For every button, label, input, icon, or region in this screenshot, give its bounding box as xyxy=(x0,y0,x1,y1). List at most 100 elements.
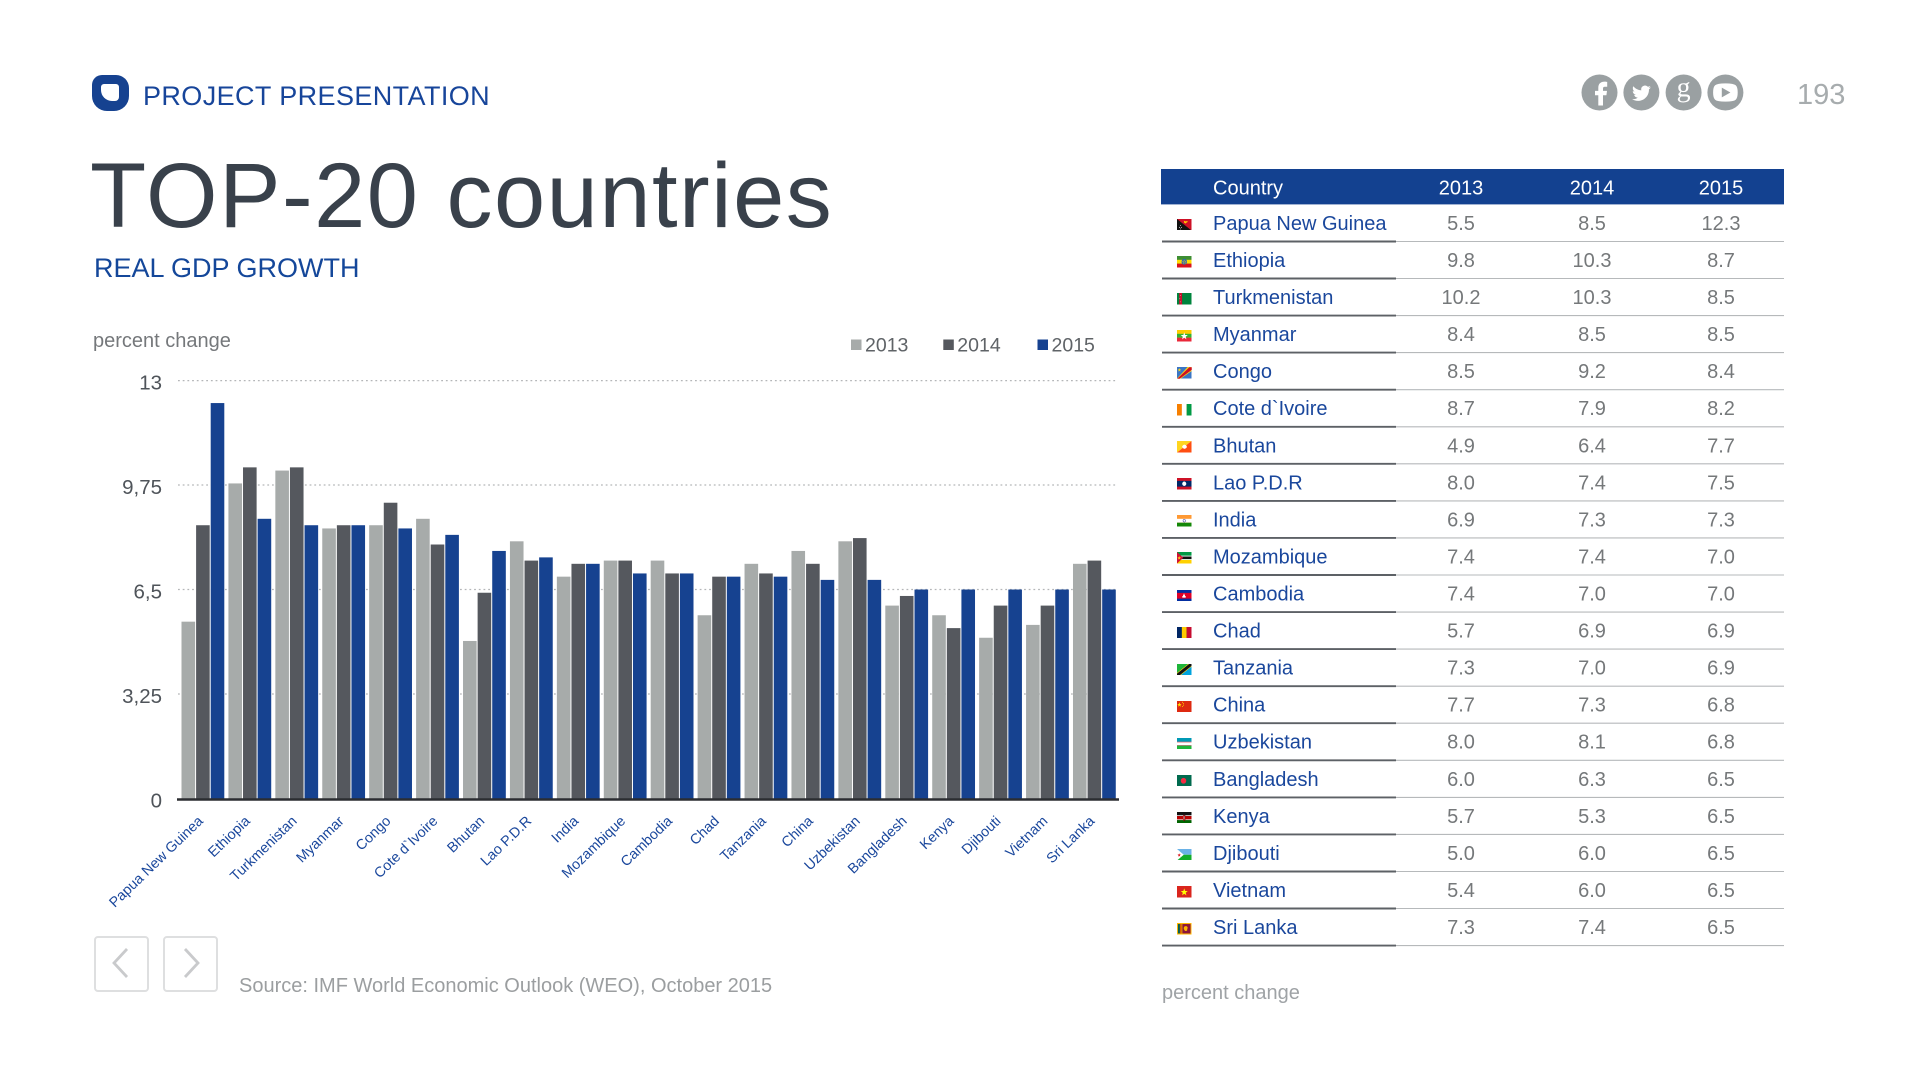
svg-text:6.0: 6.0 xyxy=(1578,880,1606,902)
svg-text:8.1: 8.1 xyxy=(1578,732,1606,754)
svg-text:Country: Country xyxy=(1213,178,1283,200)
svg-text:Bangladesh: Bangladesh xyxy=(1213,769,1319,791)
svg-text:7.0: 7.0 xyxy=(1578,658,1606,680)
svg-text:7.0: 7.0 xyxy=(1578,584,1606,606)
svg-text:6.0: 6.0 xyxy=(1578,843,1606,865)
svg-text:8.0: 8.0 xyxy=(1447,732,1475,754)
svg-text:China: China xyxy=(779,813,817,850)
svg-text:0: 0 xyxy=(151,790,162,813)
svg-text:Sri Lanka: Sri Lanka xyxy=(1213,917,1298,939)
svg-text:4.9: 4.9 xyxy=(1447,435,1475,457)
svg-text:13: 13 xyxy=(139,372,162,395)
svg-text:8.4: 8.4 xyxy=(1447,324,1475,346)
svg-text:5.0: 5.0 xyxy=(1447,843,1475,865)
svg-text:10.2: 10.2 xyxy=(1442,287,1481,309)
svg-text:Sri Lanka: Sri Lanka xyxy=(1044,813,1099,866)
svg-text:2015: 2015 xyxy=(1052,335,1096,357)
svg-text:5.7: 5.7 xyxy=(1447,806,1475,828)
svg-text:5.3: 5.3 xyxy=(1578,806,1606,828)
svg-text:7.4: 7.4 xyxy=(1578,917,1606,939)
svg-text:Papua New Guinea: Papua New Guinea xyxy=(1213,213,1387,235)
svg-text:6.9: 6.9 xyxy=(1447,509,1475,531)
svg-text:7.3: 7.3 xyxy=(1447,658,1475,680)
svg-text:8.5: 8.5 xyxy=(1447,361,1475,383)
svg-text:10.3: 10.3 xyxy=(1573,287,1612,309)
svg-text:Uzbekistan: Uzbekistan xyxy=(1213,732,1312,754)
svg-text:Source: IMF World Economic Out: Source: IMF World Economic Outlook (WEO)… xyxy=(239,975,772,997)
svg-text:7.3: 7.3 xyxy=(1707,509,1735,531)
svg-text:Chad: Chad xyxy=(687,813,723,848)
svg-text:9.2: 9.2 xyxy=(1578,361,1606,383)
svg-text:7.7: 7.7 xyxy=(1707,435,1735,457)
svg-text:Chad: Chad xyxy=(1213,621,1261,643)
svg-text:7.5: 7.5 xyxy=(1707,472,1735,494)
svg-text:7.4: 7.4 xyxy=(1578,546,1606,568)
svg-text:6.9: 6.9 xyxy=(1578,621,1606,643)
svg-text:7.3: 7.3 xyxy=(1578,695,1606,717)
svg-text:Cambodia: Cambodia xyxy=(618,813,676,870)
svg-text:Cambodia: Cambodia xyxy=(1213,584,1305,606)
svg-text:6.5: 6.5 xyxy=(1707,806,1735,828)
svg-text:8.2: 8.2 xyxy=(1707,398,1735,420)
svg-text:8.5: 8.5 xyxy=(1578,324,1606,346)
svg-text:10.3: 10.3 xyxy=(1573,250,1612,272)
svg-text:8.5: 8.5 xyxy=(1578,213,1606,235)
svg-text:7.0: 7.0 xyxy=(1707,584,1735,606)
svg-text:8.5: 8.5 xyxy=(1707,287,1735,309)
svg-text:3,25: 3,25 xyxy=(122,685,162,708)
svg-text:2014: 2014 xyxy=(1570,178,1615,200)
svg-text:6.9: 6.9 xyxy=(1707,658,1735,680)
svg-text:Lao P.D.R: Lao P.D.R xyxy=(478,813,535,869)
svg-text:Djibouti: Djibouti xyxy=(1213,843,1280,865)
svg-text:6,5: 6,5 xyxy=(134,581,163,604)
svg-text:Mozambique: Mozambique xyxy=(1213,546,1328,568)
svg-text:9.8: 9.8 xyxy=(1447,250,1475,272)
svg-text:7.4: 7.4 xyxy=(1447,546,1475,568)
svg-text:India: India xyxy=(1213,509,1257,531)
svg-text:12.3: 12.3 xyxy=(1702,213,1741,235)
svg-text:6.5: 6.5 xyxy=(1707,880,1735,902)
svg-text:Turkmenistan: Turkmenistan xyxy=(1213,287,1333,309)
svg-text:8.5: 8.5 xyxy=(1707,324,1735,346)
svg-text:Djibouti: Djibouti xyxy=(959,813,1004,858)
svg-text:5.5: 5.5 xyxy=(1447,213,1475,235)
svg-text:6.3: 6.3 xyxy=(1578,769,1606,791)
svg-text:Ethiopia: Ethiopia xyxy=(1213,250,1286,272)
svg-text:6.5: 6.5 xyxy=(1707,843,1735,865)
svg-text:2013: 2013 xyxy=(1439,178,1484,200)
svg-text:2015: 2015 xyxy=(1699,178,1744,200)
svg-text:8.0: 8.0 xyxy=(1447,472,1475,494)
svg-text:Papua New Guinea: Papua New Guinea xyxy=(106,813,206,911)
svg-text:China: China xyxy=(1213,695,1266,717)
svg-text:Bhutan: Bhutan xyxy=(1213,435,1276,457)
svg-text:2013: 2013 xyxy=(865,335,908,357)
svg-text:Congo: Congo xyxy=(353,813,394,854)
svg-text:7.3: 7.3 xyxy=(1578,509,1606,531)
svg-text:6.4: 6.4 xyxy=(1578,435,1606,457)
svg-text:6.8: 6.8 xyxy=(1707,695,1735,717)
svg-text:Myanmar: Myanmar xyxy=(1213,324,1297,346)
svg-text:Kenya: Kenya xyxy=(1213,806,1271,828)
svg-text:percent change: percent change xyxy=(93,330,231,352)
svg-text:6.0: 6.0 xyxy=(1447,769,1475,791)
svg-text:9,75: 9,75 xyxy=(122,476,162,499)
svg-text:7.0: 7.0 xyxy=(1707,546,1735,568)
svg-text:7.9: 7.9 xyxy=(1578,398,1606,420)
svg-text:2014: 2014 xyxy=(957,335,1001,357)
svg-text:8.7: 8.7 xyxy=(1447,398,1475,420)
svg-text:India: India xyxy=(549,813,582,846)
svg-text:Tanzania: Tanzania xyxy=(1213,658,1294,680)
svg-text:6.5: 6.5 xyxy=(1707,917,1735,939)
svg-text:7.4: 7.4 xyxy=(1447,584,1475,606)
svg-text:Bhutan: Bhutan xyxy=(444,813,488,856)
svg-text:6.9: 6.9 xyxy=(1707,621,1735,643)
svg-text:5.4: 5.4 xyxy=(1447,880,1475,902)
svg-text:7.7: 7.7 xyxy=(1447,695,1475,717)
svg-text:7.4: 7.4 xyxy=(1578,472,1606,494)
svg-text:8.4: 8.4 xyxy=(1707,361,1735,383)
svg-text:Vietnam: Vietnam xyxy=(1213,880,1286,902)
svg-text:Myanmar: Myanmar xyxy=(293,813,347,866)
svg-text:Kenya: Kenya xyxy=(917,813,957,853)
svg-text:Lao P.D.R: Lao P.D.R xyxy=(1213,472,1303,494)
svg-text:Cote d`Ivoire: Cote d`Ivoire xyxy=(1213,398,1328,420)
